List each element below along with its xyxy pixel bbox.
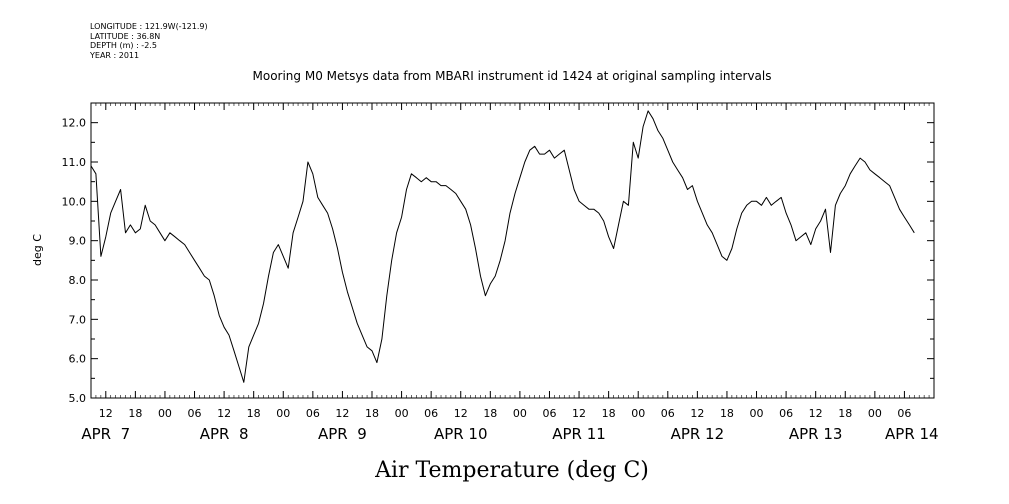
series-layer [90,110,915,383]
x-tick-label: 00 [158,407,172,420]
chart-title: Mooring M0 Metsys data from MBARI instru… [253,69,772,83]
series-line [90,110,915,383]
x-tick-label: 18 [483,407,497,420]
x-tick-label: 00 [868,407,882,420]
x-tick-label: 18 [247,407,261,420]
header-metadata: LONGITUDE : 121.9W(-121.9) LATITUDE : 36… [90,22,208,60]
x-tick-label: 12 [335,407,349,420]
y-tick-label: 7.0 [69,313,87,326]
y-tick-label: 5.0 [69,392,87,405]
x-day-label: APR 7 [81,425,130,443]
y-tick-label: 12.0 [62,117,87,130]
plot-frame [90,102,935,399]
x-day-label: APR 12 [671,425,725,443]
axes-layer: 5.0 6.0 7.0 8.0 9.0 10.0 11.0 12.0 12 18 00 06 12 18 0… [62,103,939,443]
y-tick-label: 8.0 [69,274,87,287]
x-tick-label: 12 [217,407,231,420]
x-tick-label: 06 [779,407,793,420]
x-tick-label: 12 [690,407,704,420]
x-tick-label: 00 [276,407,290,420]
x-day-label: APR 10 [434,425,488,443]
y-tick-label: 11.0 [62,156,87,169]
x-tick-label: 06 [306,407,320,420]
x-tick-label: 18 [602,407,616,420]
x-tick-label: 00 [513,407,527,420]
x-tick-label: 18 [128,407,142,420]
x-day-label: APR 11 [552,425,606,443]
x-tick-label: 06 [661,407,675,420]
x-day-label: APR 13 [789,425,843,443]
x-tick-label: 00 [631,407,645,420]
x-tick-label: 12 [99,407,113,420]
x-day-label: APR 14 [885,425,939,443]
x-axis-label: Air Temperature (deg C) [374,458,649,483]
x-tick-label: 06 [424,407,438,420]
x-day-label: APR 8 [200,425,249,443]
x-tick-label: 18 [838,407,852,420]
x-tick-label: 06 [542,407,556,420]
depth-text: DEPTH (m) : -2.5 [90,41,157,50]
x-tick-label: 00 [395,407,409,420]
y-tick-label: 6.0 [69,353,87,366]
y-tick-label: 10.0 [62,195,87,208]
x-tick-label: 00 [750,407,764,420]
x-tick-label: 12 [809,407,823,420]
x-tick-label: 18 [720,407,734,420]
x-tick-label: 06 [188,407,202,420]
x-day-label: APR 9 [318,425,367,443]
year-text: YEAR : 2011 [90,50,140,60]
x-tick-label: 12 [454,407,468,420]
x-tick-label: 12 [572,407,586,420]
longitude-text: LONGITUDE : 121.9W(-121.9) [90,22,208,31]
y-axis-label: deg C [31,234,44,266]
y-tick-label: 9.0 [69,235,87,248]
latitude-text: LATITUDE : 36.8N [90,31,161,41]
x-tick-label: 06 [897,407,911,420]
x-tick-label: 18 [365,407,379,420]
